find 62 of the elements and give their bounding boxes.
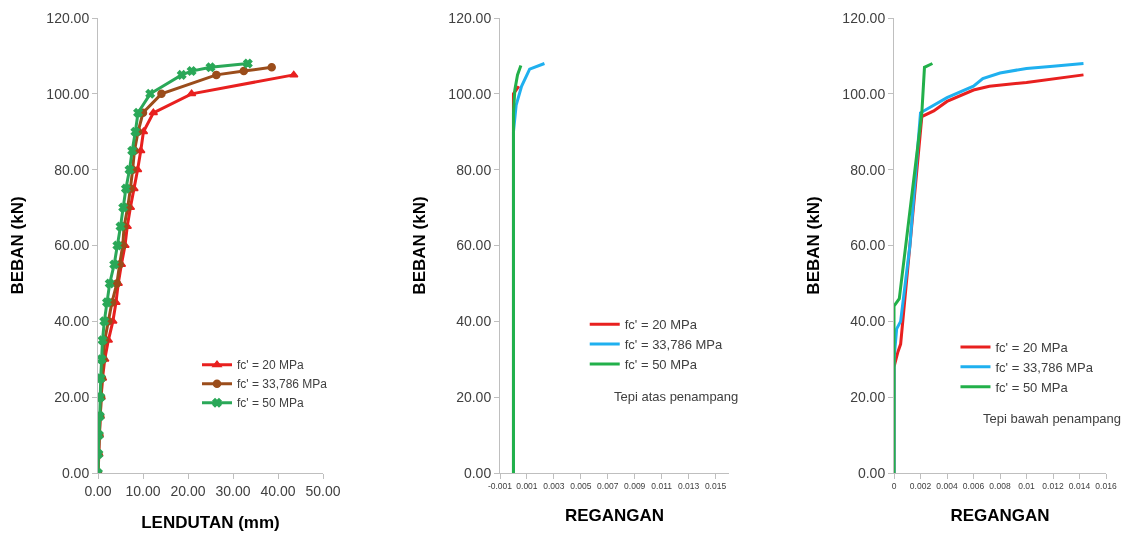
annotation: Tepi atas penampang [614,389,739,404]
x-tick-label: 40.00 [260,482,296,499]
x-tick-label: 0.011 [651,481,673,492]
x-tick-label: 0.005 [570,481,592,492]
y-axis-title: BEBAN (kN) [803,196,823,295]
y-tick-label: 120.00 [46,9,90,26]
legend-label: fc' = 50 MPa [624,357,698,373]
x-tick-label: 0.003 [543,481,565,492]
legend-label: fc' = 33,786 MPa [995,359,1094,375]
legend-label: fc' = 33,786 MPa [624,337,724,353]
y-tick-label: 60.00 [456,237,492,254]
x-tick-label: 0.009 [624,481,646,492]
y-tick-label: 0.00 [61,464,90,481]
x-tick-label: 0 [891,481,897,492]
y-tick-label: 60.00 [850,237,886,254]
y-tick-label: 80.00 [850,161,886,178]
y-tick-label: 0.00 [463,464,492,481]
y-tick-label: 80.00 [456,161,492,178]
x-tick-label: 50.00 [305,482,341,499]
x-tick-label: 0.006 [962,481,985,492]
y-tick-label: 40.00 [456,313,492,330]
x-tick-label: 0.007 [597,481,619,492]
x-tick-label: 0.008 [989,481,1011,492]
y-tick-label: 120.00 [448,9,492,26]
x-axis-title: REGANGAN [950,505,1050,525]
y-tick-label: 100.00 [46,85,90,102]
y-tick-label: 20.00 [456,389,492,406]
y-tick-label: 100.00 [448,85,492,102]
x-tick-label: 0.014 [1068,481,1091,492]
y-tick-label: 100.00 [842,85,886,102]
y-axis-title: BEBAN (kN) [7,196,27,295]
y-axis-title: BEBAN (kN) [409,196,429,295]
legend-label: fc' = 33,786 MPa [237,377,328,392]
legend-label: fc' = 20 MPa [624,317,698,333]
x-tick-label: 0.012 [1042,481,1064,492]
annotation: Tepi bawah penampang [983,411,1122,426]
y-tick-label: 0.00 [857,464,886,481]
x-tick-label: 0.00 [84,482,112,499]
x-tick-label: 0.016 [1095,481,1117,492]
y-tick-label: 80.00 [54,161,90,178]
x-tick-label: 0.001 [516,481,538,492]
legend-label: fc' = 50 MPa [237,396,304,411]
y-tick-label: 20.00 [850,389,886,406]
x-tick-label: 0.013 [677,481,700,492]
x-tick-label: 20.00 [170,482,206,499]
x-tick-label: 0.015 [704,481,727,492]
x-tick-label: 0.004 [936,481,958,492]
x-tick-label: 0.002 [909,481,932,492]
y-tick-label: 120.00 [842,9,886,26]
legend-label: fc' = 20 MPa [237,358,304,373]
y-tick-label: 20.00 [54,389,90,406]
y-tick-label: 60.00 [54,237,90,254]
legend-label: fc' = 50 MPa [995,379,1069,395]
legend-label: fc' = 20 MPa [995,339,1069,355]
x-axis-title: LENDUTAN (mm) [141,513,280,533]
x-tick-label: -0.001 [487,481,513,492]
x-tick-label: 30.00 [215,482,251,499]
x-tick-label: 10.00 [125,482,161,499]
x-axis-title: REGANGAN [564,505,665,525]
y-tick-label: 40.00 [850,313,886,330]
y-tick-label: 40.00 [54,313,90,330]
x-tick-label: 0.01 [1018,481,1036,492]
